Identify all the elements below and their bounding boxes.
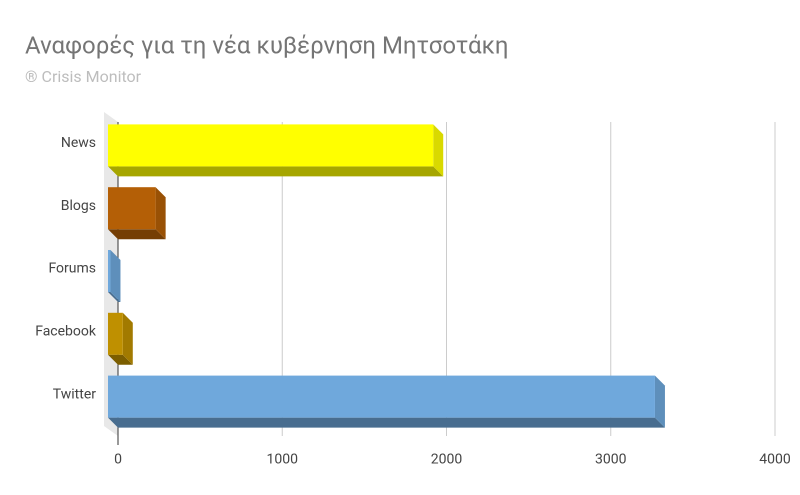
x-tick-label: 3000 <box>595 452 627 468</box>
bar <box>108 187 156 230</box>
y-tick-label: Forums <box>48 261 96 277</box>
bar <box>108 250 111 292</box>
y-tick-label: Twitter <box>53 386 96 402</box>
x-tick-label: 4000 <box>759 452 791 468</box>
bar <box>108 375 655 418</box>
bar-bottom <box>108 354 133 365</box>
bar-side <box>155 187 166 240</box>
bar-bottom <box>108 292 121 302</box>
chart-subtitle: ® Crisis Monitor <box>25 67 142 86</box>
chart-title: Αναφορές για τη νέα κυβέρνηση Μητσοτάκη <box>25 31 509 59</box>
x-tick-label: 2000 <box>431 452 463 468</box>
bar <box>108 312 123 355</box>
bar-bottom <box>108 417 665 428</box>
y-tick-label: News <box>61 135 96 151</box>
x-tick-label: 0 <box>114 452 122 468</box>
y-tick-label: Facebook <box>35 324 97 340</box>
bar-side <box>654 375 665 428</box>
bar <box>108 124 434 167</box>
bar-side <box>433 124 444 177</box>
bar-bottom <box>108 166 444 177</box>
bar-side <box>122 312 133 365</box>
y-tick-label: Blogs <box>61 198 96 214</box>
bar-bottom <box>108 229 166 240</box>
bar-side <box>110 250 121 302</box>
x-tick-label: 1000 <box>267 452 299 468</box>
